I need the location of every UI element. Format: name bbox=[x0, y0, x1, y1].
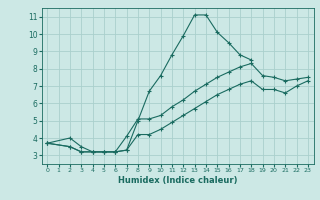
X-axis label: Humidex (Indice chaleur): Humidex (Indice chaleur) bbox=[118, 176, 237, 185]
